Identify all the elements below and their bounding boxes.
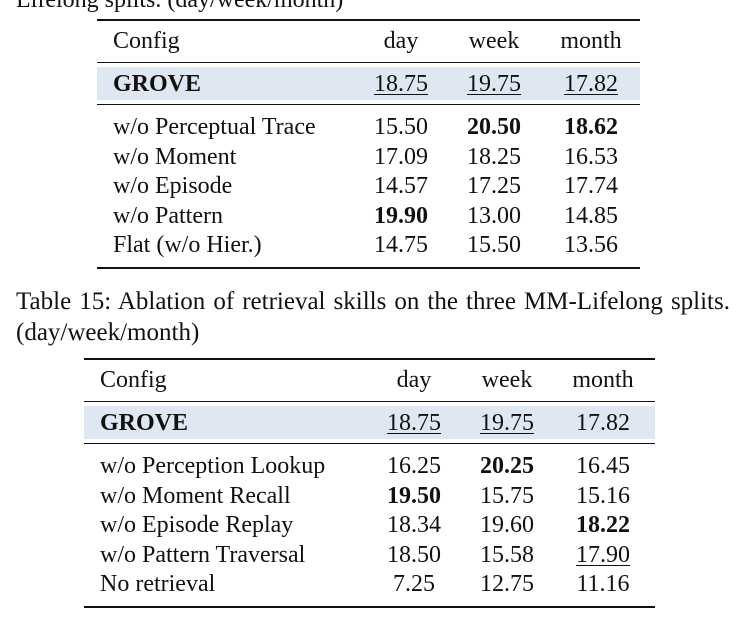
- header-cell: week: [481, 367, 533, 393]
- table-cell: 18.25: [467, 143, 521, 170]
- highlight-cell: GROVE: [100, 410, 189, 436]
- highlight-cell: 17.82: [576, 410, 630, 436]
- table-cell: 16.25: [387, 453, 441, 479]
- table-cell: 17.09: [374, 143, 428, 170]
- table-cell: w/o Moment Recall: [100, 482, 291, 509]
- table-cell: 13.00: [467, 202, 521, 229]
- table-cell: 20.50: [467, 114, 521, 140]
- header-cell: week: [468, 28, 520, 54]
- table-cell: 13.56: [564, 232, 618, 258]
- table-cell: w/o Pattern Traversal: [100, 541, 306, 568]
- highlight-rule: [97, 104, 640, 105]
- table-cell: w/o Perception Lookup: [100, 453, 326, 479]
- table-cell: 18.34: [387, 512, 441, 538]
- table-cell: 18.62: [564, 114, 618, 140]
- top-rule: [97, 19, 640, 21]
- header-cell: day: [396, 367, 432, 393]
- table-cell: 17.90: [576, 541, 630, 568]
- table-cell: 20.25: [480, 453, 534, 479]
- highlight-band: [97, 67, 640, 100]
- table-cell: Flat (w/o Hier.): [113, 232, 262, 258]
- table-cell: 18.50: [387, 541, 441, 568]
- highlight-cell: 18.75: [387, 410, 441, 436]
- table-cell: 19.50: [387, 482, 441, 509]
- table-cell: 15.75: [480, 482, 534, 509]
- header-rule: [97, 62, 640, 63]
- table-cell: w/o Moment: [113, 143, 237, 170]
- table-cell: 15.16: [576, 482, 630, 509]
- table-cell: 18.22: [576, 512, 630, 538]
- highlight-cell: GROVE: [113, 71, 202, 97]
- table-cell: 19.60: [480, 512, 534, 538]
- table-cell: 17.25: [467, 173, 521, 199]
- top-rule: [84, 358, 655, 360]
- bottom-rule: [97, 267, 640, 269]
- table-cell: 19.90: [374, 202, 428, 229]
- table-cell: w/o Episode: [113, 173, 233, 199]
- table-cell: 7.25: [393, 571, 435, 597]
- table-cell: 11.16: [576, 571, 630, 597]
- highlight-cell: 19.75: [467, 71, 521, 97]
- table-cell: w/o Pattern: [113, 202, 223, 229]
- header-cell: month: [560, 28, 622, 54]
- highlight-cell: 17.82: [564, 71, 618, 97]
- table-cell: 17.74: [564, 173, 618, 199]
- highlight-band: [84, 406, 655, 439]
- header-rule: [84, 401, 655, 402]
- table-cell: 12.75: [480, 571, 534, 597]
- highlight-cell: 19.75: [480, 410, 534, 436]
- table-cell: 15.50: [374, 114, 428, 140]
- header-cell: month: [572, 367, 634, 393]
- bottom-rule: [84, 606, 655, 608]
- highlight-cell: 18.75: [374, 71, 428, 97]
- highlight-rule: [84, 443, 655, 444]
- table-cell: 15.50: [467, 232, 521, 258]
- header-cell: Config: [100, 367, 167, 393]
- table-cell: 15.58: [480, 541, 534, 568]
- table-cell: w/o Perceptual Trace: [113, 114, 316, 140]
- header-cell: Config: [113, 28, 180, 54]
- table-cell: 16.45: [576, 453, 630, 479]
- table-cell: 16.53: [564, 143, 618, 170]
- caption-fragment: Lifelong splits. (day/week/month): [16, 0, 344, 13]
- table-cell: No retrieval: [100, 571, 216, 597]
- header-cell: day: [383, 28, 419, 54]
- table-cell: 14.85: [564, 202, 618, 229]
- table-cell: 14.57: [374, 173, 428, 199]
- table-cell: 14.75: [374, 232, 428, 258]
- table-cell: w/o Episode Replay: [100, 512, 294, 538]
- table-caption: Table 15: Ablation of retrieval skills o…: [16, 288, 730, 346]
